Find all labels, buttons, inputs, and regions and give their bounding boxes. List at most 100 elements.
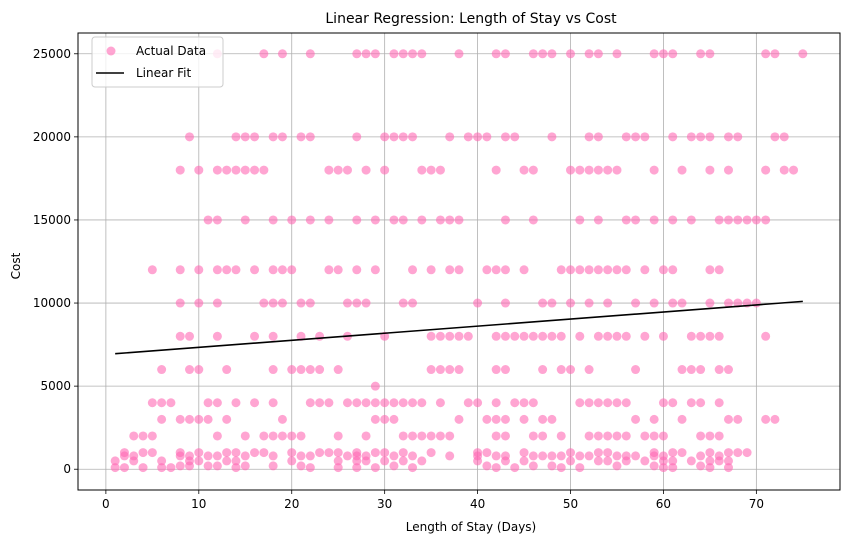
data-point [547,451,557,461]
data-point [500,431,510,441]
data-point [593,331,603,341]
data-point [352,215,362,225]
data-point [417,165,427,175]
data-point [723,298,733,308]
data-point [640,132,650,142]
data-point [454,265,464,275]
data-point [733,298,743,308]
data-point [380,448,390,458]
data-point [305,451,315,461]
data-point [389,132,399,142]
data-point [621,132,631,142]
data-point [463,398,473,408]
data-point [185,365,195,375]
data-point [222,265,232,275]
data-point [398,215,408,225]
data-point [593,49,603,59]
data-point [528,215,538,225]
data-point [640,456,650,466]
data-point [603,398,613,408]
data-point [277,431,287,441]
data-point [491,265,501,275]
data-point [417,456,427,466]
data-point [658,431,668,441]
data-point [315,398,325,408]
data-point [426,331,436,341]
data-point [593,265,603,275]
data-point [454,49,464,59]
data-point [138,463,148,473]
x-axis-label: Length of Stay (Days) [406,520,537,534]
data-point [389,215,399,225]
y-tick-label: 0 [63,462,71,476]
data-point [408,265,418,275]
data-point [212,461,222,471]
data-point [621,431,631,441]
data-point [435,398,445,408]
data-point [500,298,510,308]
data-point [110,456,120,466]
data-point [584,398,594,408]
data-point [519,456,529,466]
data-point [352,49,362,59]
data-point [584,365,594,375]
data-point [556,463,566,473]
data-point [593,215,603,225]
data-point [500,265,510,275]
data-point [315,365,325,375]
data-point [482,132,492,142]
data-point [770,49,780,59]
data-point [547,414,557,424]
data-point [212,265,222,275]
data-point [705,298,715,308]
y-tick-label: 5000 [40,379,71,393]
data-point [352,456,362,466]
data-point [640,265,650,275]
data-point [129,451,139,461]
data-point [389,461,399,471]
data-point [640,431,650,441]
data-point [668,265,678,275]
data-point [389,451,399,461]
data-point [696,365,706,375]
data-point [649,414,659,424]
data-point [222,165,232,175]
data-point [593,431,603,441]
data-point [463,132,473,142]
data-point [435,365,445,375]
data-point [185,461,195,471]
data-point [621,398,631,408]
data-point [723,456,733,466]
data-point [500,215,510,225]
data-point [157,398,167,408]
data-point [547,49,557,59]
data-point [203,451,213,461]
data-point [408,463,418,473]
data-point [547,298,557,308]
data-point [212,298,222,308]
data-point [370,49,380,59]
data-point [445,265,455,275]
data-point [296,298,306,308]
data-point [268,215,278,225]
data-point [166,463,176,473]
data-point [370,448,380,458]
data-point [426,431,436,441]
data-point [333,431,343,441]
data-point [612,165,622,175]
data-point [491,451,501,461]
data-point [733,215,743,225]
data-point [556,331,566,341]
data-point [649,461,659,471]
data-point [194,298,204,308]
data-point [723,463,733,473]
data-point [593,456,603,466]
data-point [658,463,668,473]
linear-fit-line [115,300,803,355]
data-point [398,398,408,408]
data-point [287,431,297,441]
data-point [175,265,185,275]
data-point [194,165,204,175]
data-point [250,265,260,275]
